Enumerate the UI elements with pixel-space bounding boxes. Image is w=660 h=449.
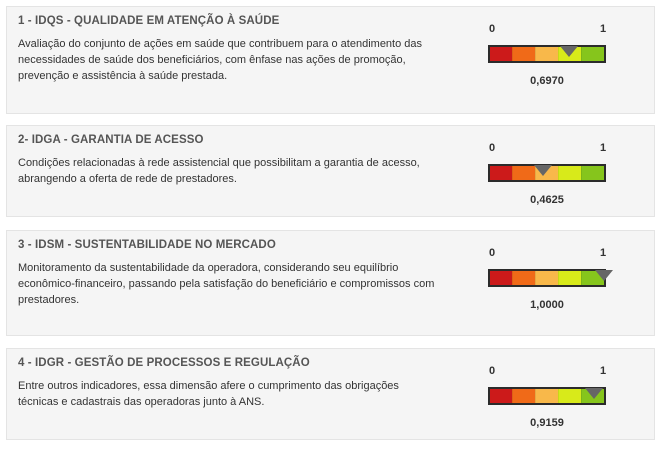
gauge-marker-icon: [533, 165, 552, 176]
gauge-segment: [581, 47, 604, 61]
gauge-segment: [535, 47, 558, 61]
gauge-segment: [512, 166, 535, 180]
gauge-marker-icon: [585, 388, 604, 399]
gauge-segment: [490, 389, 512, 403]
score-gauge: 0 1 1,0000: [486, 247, 613, 317]
gauge-max-label: 1: [600, 23, 607, 35]
gauge-bar: [488, 269, 606, 287]
gauge-value: 0,6970: [530, 75, 564, 87]
gauge-segment: [558, 166, 581, 180]
gauge-segment: [490, 166, 512, 180]
card-description: Entre outros indicadores, essa dimensão …: [18, 380, 399, 408]
card-description: Avaliação do conjunto de ações em saúde …: [18, 38, 423, 82]
dimension-card-idsm: 3 - IDSM - SUSTENTABILIDADE NO MERCADO M…: [6, 230, 655, 336]
gauge-max-label: 1: [600, 365, 607, 377]
card-title: 1 - IDQS - QUALIDADE EM ATENÇÃO À SAÚDE: [18, 15, 280, 27]
gauge-segment: [581, 166, 604, 180]
gauge-segment: [535, 271, 558, 285]
card-description: Condições relacionadas à rede assistenci…: [18, 157, 420, 185]
gauge-value: 0,9159: [530, 417, 564, 429]
gauge-segment: [512, 389, 535, 403]
gauge-min-label: 0: [489, 365, 496, 377]
score-gauge: 0 1 0,4625: [486, 142, 608, 212]
gauge-min-label: 0: [489, 142, 496, 154]
score-gauge: 0 1 0,9159: [486, 365, 608, 435]
dimension-card-idgr: 4 - IDGR - GESTÃO DE PROCESSOS E REGULAÇ…: [6, 348, 655, 440]
gauge-bar: [488, 45, 606, 63]
dimension-card-idga: 2- IDGA - GARANTIA DE ACESSO Condições r…: [6, 125, 655, 217]
gauge-segment: [512, 47, 535, 61]
gauge-marker-icon: [595, 270, 613, 281]
gauge-segment: [490, 271, 512, 285]
gauge-segment: [558, 389, 581, 403]
gauge-min-label: 0: [489, 247, 496, 259]
gauge-max-label: 1: [600, 247, 607, 259]
dimension-card-idqs: 1 - IDQS - QUALIDADE EM ATENÇÃO À SAÚDE …: [6, 6, 655, 114]
card-title: 2- IDGA - GARANTIA DE ACESSO: [18, 134, 204, 146]
gauge-segment: [490, 47, 512, 61]
card-title: 4 - IDGR - GESTÃO DE PROCESSOS E REGULAÇ…: [18, 357, 310, 369]
gauge-value: 1,0000: [530, 299, 564, 311]
score-gauge: 0 1 0,6970: [486, 23, 608, 93]
gauge-segment: [535, 389, 558, 403]
gauge-value: 0,4625: [530, 194, 564, 206]
gauge-marker-icon: [560, 46, 579, 57]
gauge-max-label: 1: [600, 142, 607, 154]
card-description: Monitoramento da sustentabilidade da ope…: [18, 262, 435, 306]
card-title: 3 - IDSM - SUSTENTABILIDADE NO MERCADO: [18, 239, 276, 251]
gauge-segment: [558, 271, 581, 285]
gauge-segment: [512, 271, 535, 285]
gauge-min-label: 0: [489, 23, 496, 35]
